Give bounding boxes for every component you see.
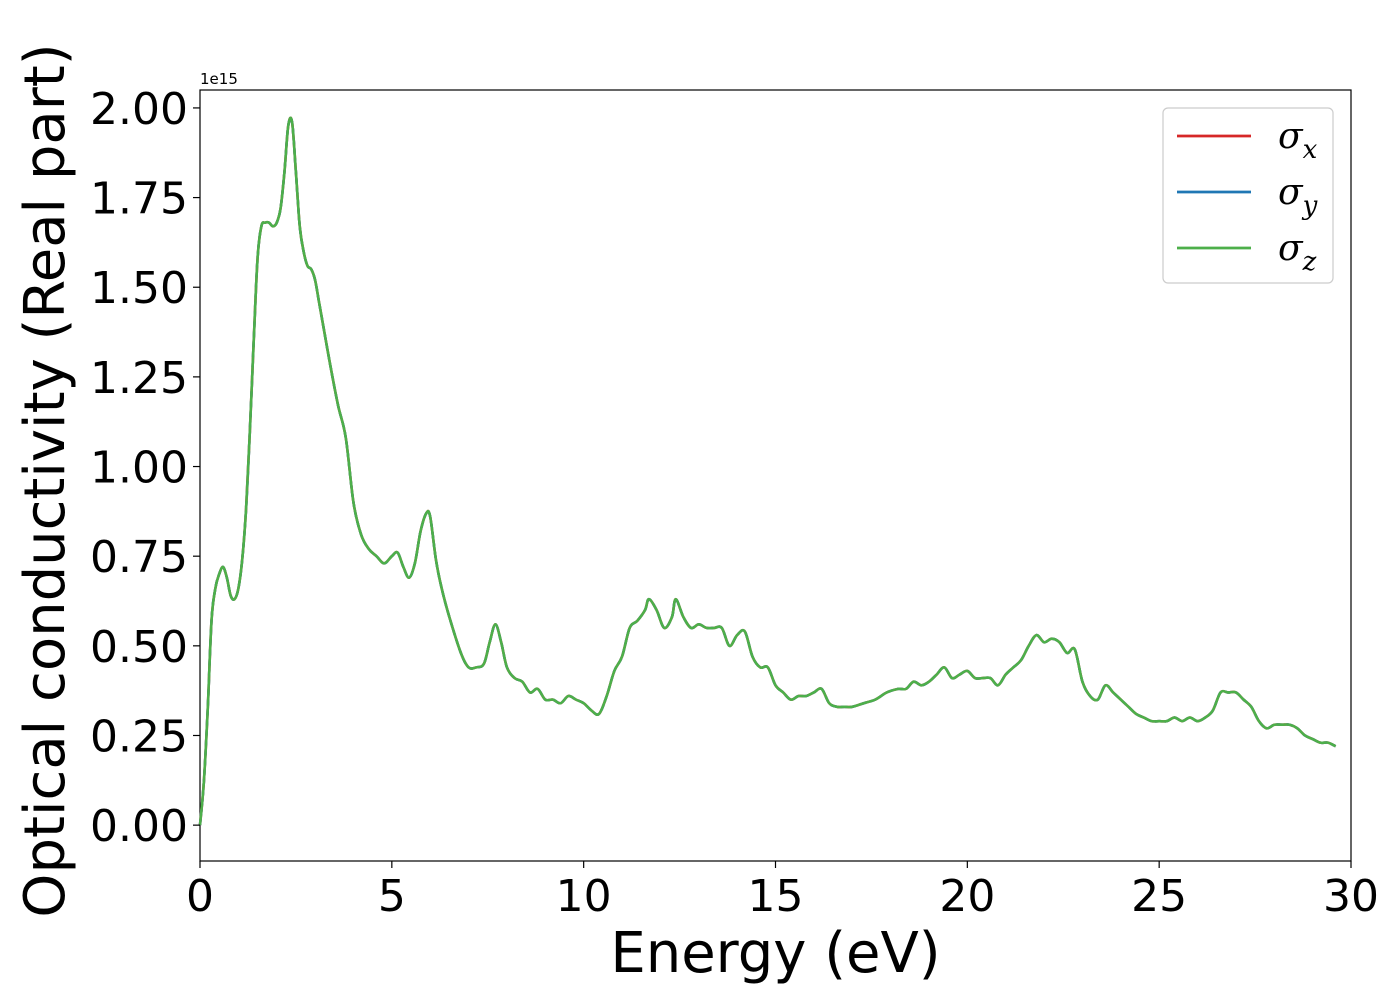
- legend-label-y: σy: [1278, 172, 1318, 221]
- x-tick-label: 30: [1323, 871, 1379, 922]
- x-tick-label: 10: [556, 871, 612, 922]
- series-line-z: [198, 116, 1337, 826]
- legend-subscript: z: [1302, 247, 1317, 277]
- y-tick-label: 0.00: [90, 801, 188, 852]
- series-layer: [198, 116, 1337, 826]
- y-axis-label: Optical conductivity (Real part): [13, 43, 78, 917]
- x-tick-label: 0: [186, 871, 214, 922]
- legend-box: [1162, 107, 1334, 284]
- y-offset-label: 1e15: [200, 70, 238, 88]
- x-tick-label: 25: [1131, 871, 1187, 922]
- x-tick-label: 15: [748, 871, 804, 922]
- y-tick-label: 0.25: [90, 711, 188, 762]
- y-tick-label: 2.00: [90, 84, 188, 135]
- x-tick-label: 5: [378, 871, 406, 922]
- legend-label-x: σx: [1278, 116, 1318, 165]
- legend-symbol: σ: [1278, 116, 1304, 157]
- y-axis: 0.00 0.25 0.50 0.75 1.00 1.25 1.50 1.75 2.00: [90, 84, 200, 852]
- legend-symbol: σ: [1278, 172, 1304, 213]
- y-tick-label: 1.50: [90, 263, 188, 314]
- y-tick-label: 1.00: [90, 443, 188, 494]
- plot-area: [198, 89, 1352, 862]
- legend-label-z: σz: [1278, 228, 1317, 277]
- legend-subscript: y: [1302, 191, 1318, 221]
- x-tick-label: 20: [939, 871, 995, 922]
- legend-subscript: x: [1303, 135, 1318, 165]
- y-tick-label: 0.75: [90, 532, 188, 583]
- plot-frame: [199, 89, 1352, 862]
- x-axis: 0 5 10 15 20 25 30: [186, 861, 1379, 922]
- legend-symbol: σ: [1278, 228, 1304, 269]
- y-tick-label: 1.25: [90, 353, 188, 404]
- y-tick-label: 1.75: [90, 174, 188, 225]
- x-axis-label: Energy (eV): [610, 921, 940, 986]
- y-tick-label: 0.50: [90, 622, 188, 673]
